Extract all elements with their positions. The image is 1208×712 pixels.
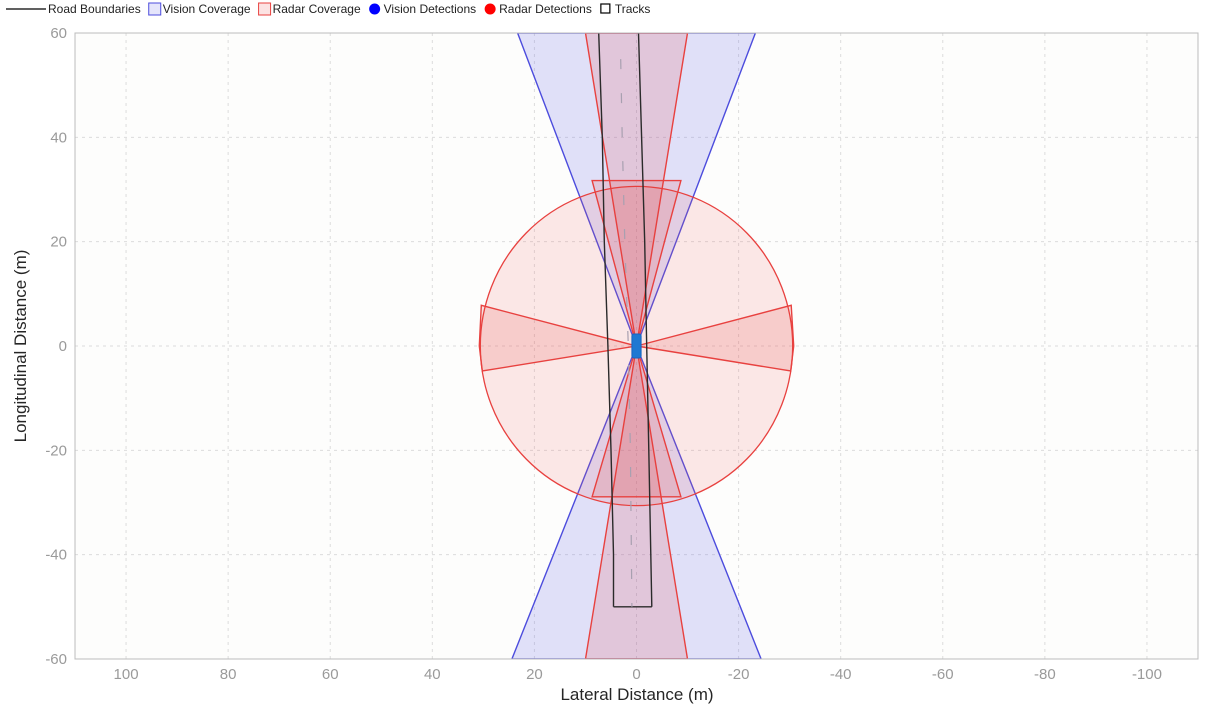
legend-item: Road Boundaries [6, 2, 141, 16]
y-tick-label: 20 [50, 234, 67, 251]
x-tick-label: -60 [932, 666, 954, 683]
x-tick-label: 0 [632, 666, 640, 683]
x-tick-label: 80 [220, 666, 237, 683]
legend-dot-swatch [369, 3, 381, 15]
legend-patch-swatch [258, 2, 272, 16]
legend-label: Vision Coverage [163, 2, 251, 16]
x-tick-label: 60 [322, 666, 339, 683]
y-tick-label: -60 [45, 651, 67, 668]
legend-item: Vision Coverage [148, 2, 251, 16]
x-tick-label: -40 [830, 666, 852, 683]
x-tick-label: -80 [1034, 666, 1056, 683]
vision-coverage-rear-camera [511, 344, 762, 659]
radar-coverage-left-side [478, 304, 637, 372]
legend-label: Road Boundaries [48, 2, 141, 16]
road-boundary-1 [598, 33, 615, 607]
road-boundary-2 [637, 33, 653, 607]
x-axis-label: Lateral Distance (m) [560, 685, 713, 704]
x-tick-label: 100 [114, 666, 139, 683]
legend-square-swatch [600, 3, 611, 14]
legend-item: Tracks [600, 2, 651, 16]
radar-coverage-right-side [636, 304, 795, 372]
legend-label: Radar Detections [499, 2, 592, 16]
axes: 100 80 60 40 20 0 -20 -40 -60 -80 -100 60 40 20 0 -20 -4… [45, 25, 1199, 683]
ego-vehicle [631, 333, 642, 359]
legend-item: Vision Detections [369, 2, 476, 16]
legend-dot-swatch [484, 3, 496, 15]
y-axis-label: Longitudinal Distance (m) [11, 250, 30, 443]
vision-coverage-front-camera [516, 33, 757, 348]
legend-item: Radar Coverage [258, 2, 361, 16]
x-tick-label: 40 [424, 666, 441, 683]
x-tick-label: 20 [526, 666, 543, 683]
y-tick-label: 0 [59, 338, 67, 355]
legend-label: Tracks [615, 2, 651, 16]
y-tick-label: -40 [45, 547, 67, 564]
radar-coverage-rear-short-range [591, 343, 682, 498]
legend-item: Radar Detections [484, 2, 592, 16]
legend-patch-swatch [148, 2, 162, 16]
x-tick-label: -20 [728, 666, 750, 683]
plot-area[interactable] [75, 33, 1198, 659]
plot-frame [74, 32, 1199, 660]
radar-coverage-rear-long-range [584, 345, 689, 659]
y-tick-label: 40 [50, 129, 67, 146]
radar-coverage-front-long-range [584, 33, 689, 347]
y-tick-label: 60 [50, 25, 67, 42]
radar-coverage-front-short-range [591, 179, 682, 349]
legend-label: Vision Detections [384, 2, 477, 16]
x-tick-label: -100 [1132, 666, 1162, 683]
y-tick-label: -20 [45, 442, 67, 459]
legend: Road Boundaries Vision Coverage Radar Cove… [6, 2, 650, 16]
legend-label: Radar Coverage [273, 2, 361, 16]
